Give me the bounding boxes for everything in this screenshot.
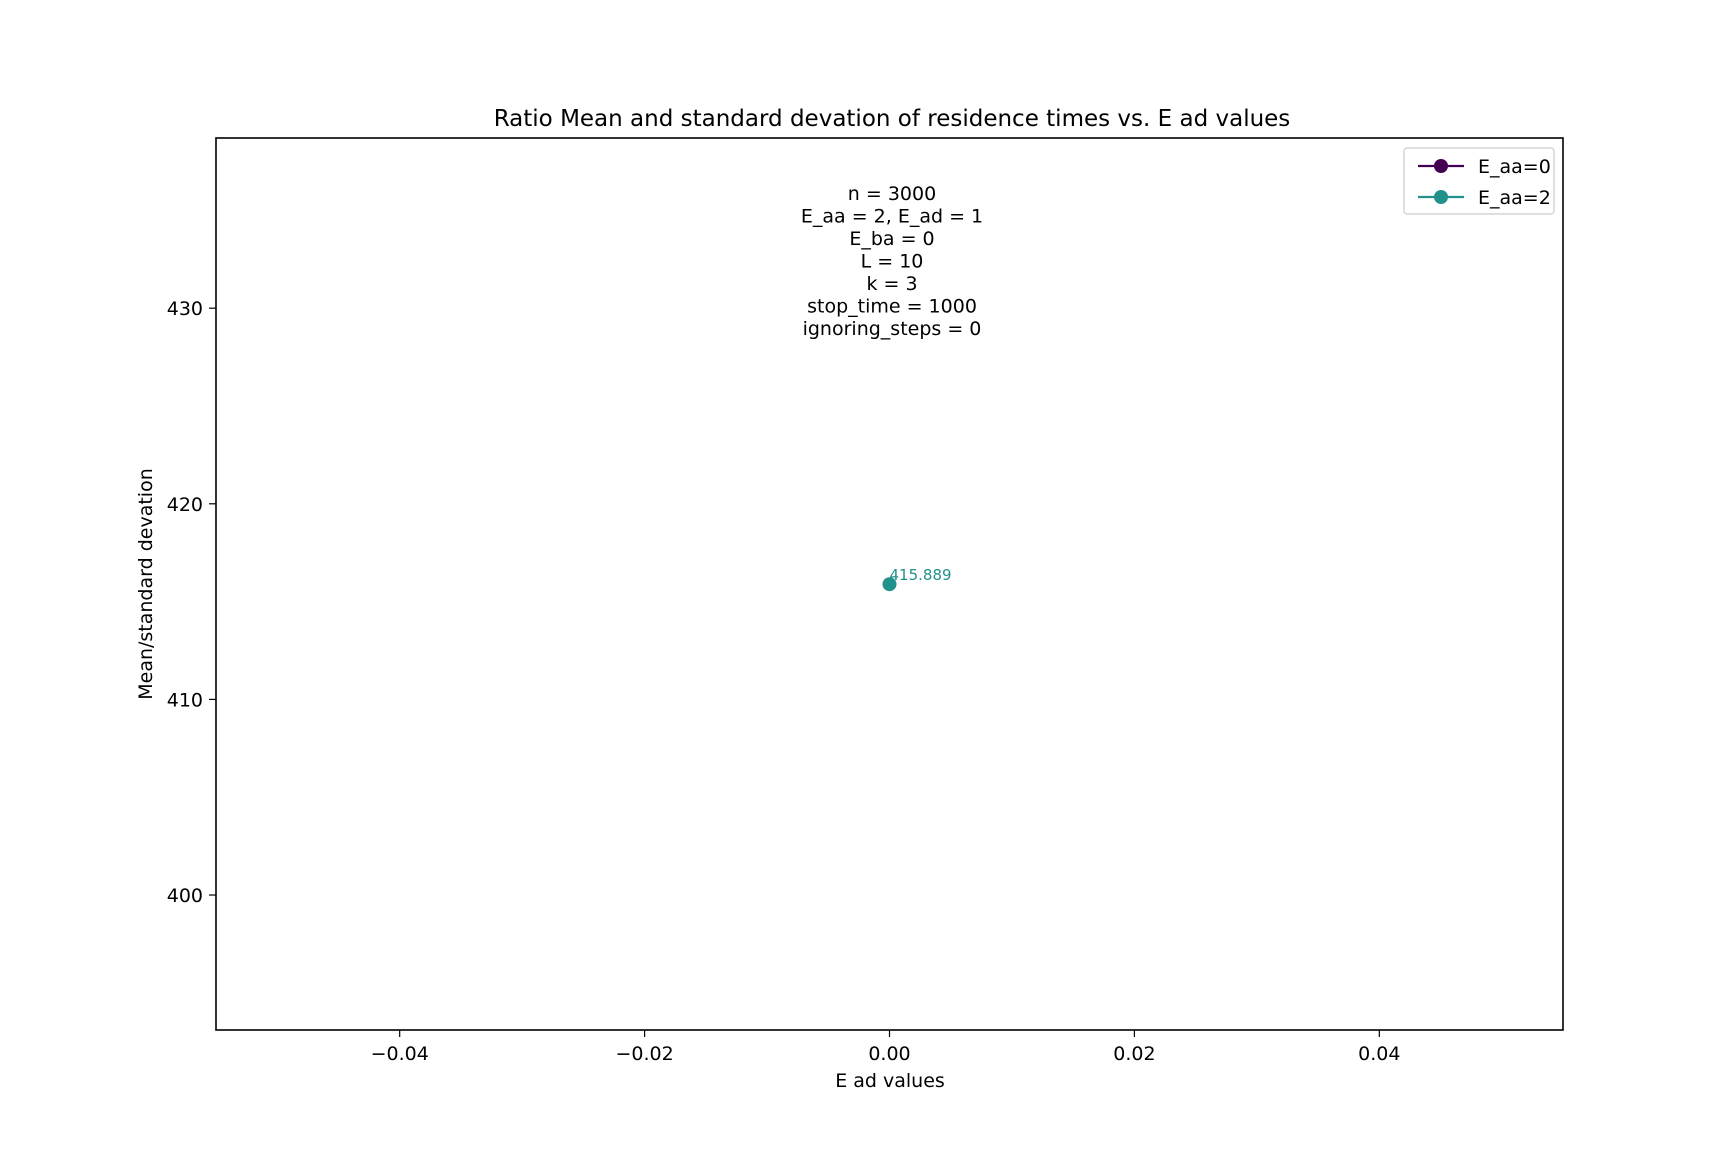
data-point (882, 577, 897, 592)
annotation-line: k = 3 (866, 273, 917, 295)
x-tick-label: 0.00 (868, 1043, 910, 1065)
annotation-line: E_ba = 0 (849, 228, 934, 250)
annotation-line: stop_time = 1000 (807, 296, 977, 318)
y-axis-label: Mean/standard devation (135, 468, 157, 700)
x-tick-label: −0.04 (371, 1043, 429, 1065)
y-tick-label: 400 (167, 885, 203, 907)
plot-frame (215, 137, 1564, 1031)
annotation-line: E_aa = 2, E_ad = 1 (801, 206, 983, 228)
y-tick-label: 410 (167, 689, 203, 711)
annotation-line: ignoring_steps = 0 (803, 318, 982, 340)
legend: E_aa=0 E_aa=2 (1403, 147, 1555, 215)
legend-label: E_aa=0 (1478, 156, 1551, 178)
annotation-line: L = 10 (861, 251, 924, 273)
legend-marker (1434, 159, 1448, 173)
y-tick-label: 420 (167, 494, 203, 516)
annotation-line: n = 3000 (848, 183, 936, 205)
x-axis: −0.04 −0.02 0.00 0.02 0.04 (371, 1030, 1400, 1065)
series-layer: 415.889 (882, 566, 952, 592)
legend-marker (1434, 190, 1448, 204)
legend-label: E_aa=2 (1478, 187, 1551, 209)
y-axis: 400 410 420 430 (167, 298, 216, 907)
data-label: 415.889 (890, 566, 952, 584)
x-tick-label: 0.02 (1113, 1043, 1155, 1065)
x-tick-label: −0.02 (615, 1043, 673, 1065)
y-tick-label: 430 (167, 298, 203, 320)
chart-title: Ratio Mean and standard devation of resi… (494, 106, 1291, 132)
x-tick-label: 0.04 (1358, 1043, 1400, 1065)
x-axis-label: E ad values (835, 1070, 945, 1092)
